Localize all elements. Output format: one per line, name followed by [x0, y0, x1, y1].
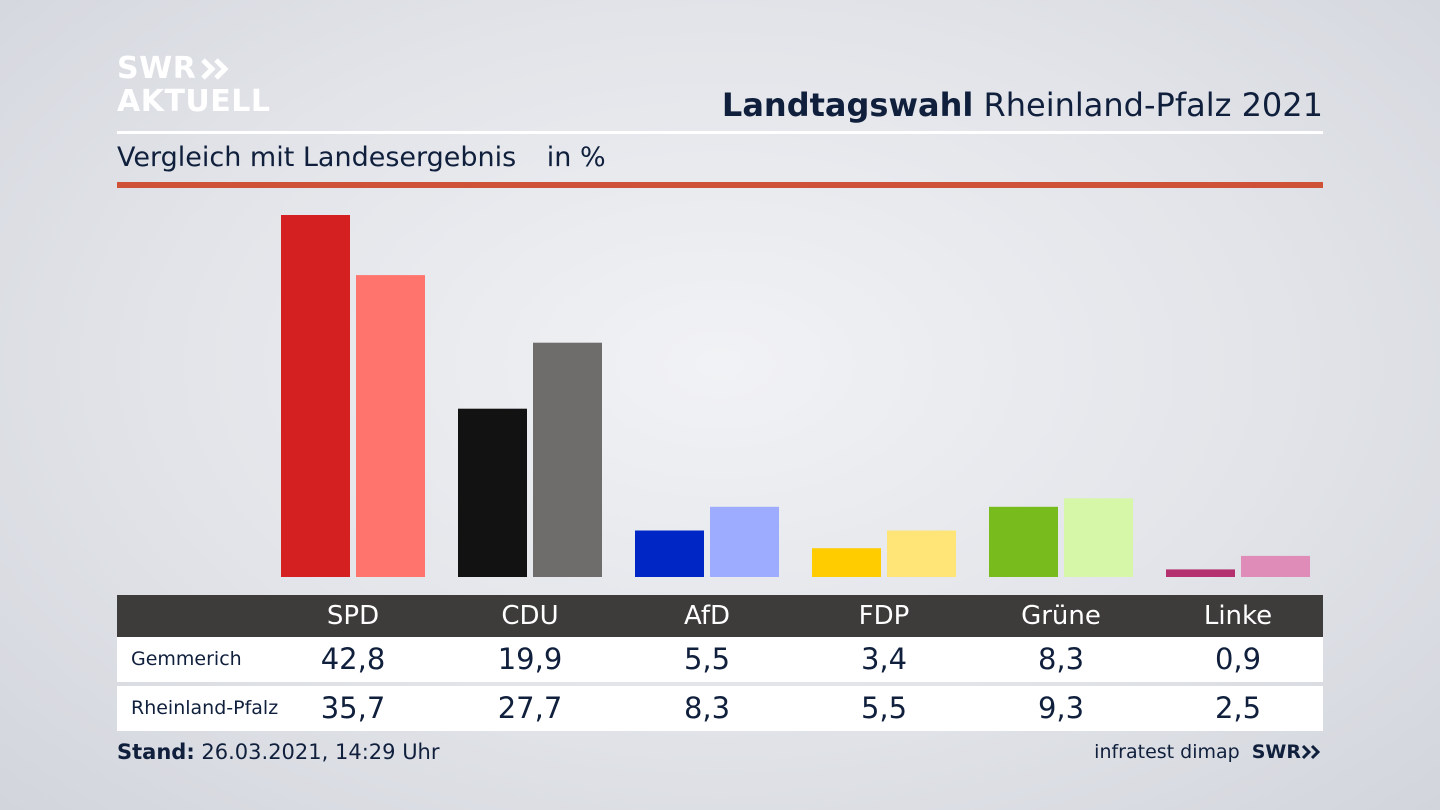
category-label-cdu: CDU	[501, 601, 559, 631]
category-label-spd: SPD	[326, 601, 380, 631]
double-chevron-right-icon	[1301, 744, 1321, 760]
bar-spd-gemmerich	[281, 215, 350, 577]
value-gruene-rheinland-pfalz: 9,3	[1037, 691, 1085, 725]
chart-subtitle: Vergleich mit Landesergebnis in %	[117, 142, 606, 173]
logo-aktuell-text: AKTUELL	[117, 84, 271, 119]
bar-cdu-rheinland-pfalz	[533, 342, 602, 577]
accent-divider	[117, 182, 1323, 188]
unit-label: in %	[546, 142, 606, 173]
timestamp: Stand: 26.03.2021, 14:29 Uhr	[117, 740, 440, 764]
double-chevron-right-icon	[200, 57, 230, 81]
stand-label: Stand:	[117, 740, 195, 764]
source-credit: infratest dimap SWR	[1094, 741, 1323, 763]
swr-logo-text: SWR	[1251, 741, 1301, 763]
logo-swr-text: SWR	[117, 51, 197, 86]
table-row-rheinland-pfalz: Rheinland-Pfalz 35,7 27,7 8,3 5,5 9,3 2,5	[117, 686, 1323, 731]
chart-title: Landtagswahl Rheinland-Pfalz 2021	[722, 86, 1323, 124]
bar-spd-rheinland-pfalz	[356, 275, 425, 577]
results-table: SPD CDU AfD FDP Grüne Linke Gemmerich 42,8 19,…	[117, 595, 1323, 731]
subtitle-text: Vergleich mit Landesergebnis	[117, 142, 517, 173]
value-linke-gemmerich: 0,9	[1214, 642, 1262, 676]
title-rest: Rheinland-Pfalz 2021	[983, 86, 1323, 124]
bar-fdp-gemmerich	[812, 548, 881, 577]
swr-aktuell-logo: SWR AKTUELL	[117, 54, 271, 117]
table-row-gemmerich: Gemmerich 42,8 19,9 5,5 3,4 8,3 0,9	[117, 637, 1323, 682]
value-fdp-rheinland-pfalz: 5,5	[860, 691, 908, 725]
value-gruene-gemmerich: 8,3	[1037, 642, 1085, 676]
bar-fdp-rheinland-pfalz	[887, 530, 956, 577]
value-linke-rheinland-pfalz: 2,5	[1214, 691, 1262, 725]
bar-gruene-rheinland-pfalz	[1064, 498, 1133, 577]
stand-value: 26.03.2021, 14:29 Uhr	[201, 740, 440, 764]
bar-linke-rheinland-pfalz	[1241, 555, 1310, 577]
title-divider	[117, 131, 1323, 134]
row-label-rheinland-pfalz: Rheinland-Pfalz	[131, 697, 279, 719]
bar-cdu-gemmerich	[458, 408, 527, 577]
value-cdu-rheinland-pfalz: 27,7	[497, 691, 563, 725]
source-text: infratest dimap	[1094, 741, 1240, 763]
table-header-row: SPD CDU AfD FDP Grüne Linke	[117, 595, 1323, 637]
category-label-gruene: Grüne	[1021, 601, 1101, 631]
value-spd-rheinland-pfalz: 35,7	[320, 691, 386, 725]
value-fdp-gemmerich: 3,4	[860, 642, 908, 676]
swr-logo-small: SWR	[1252, 741, 1323, 763]
title-bold: Landtagswahl	[721, 86, 974, 124]
value-spd-gemmerich: 42,8	[320, 642, 386, 676]
category-label-afd: AfD	[683, 601, 731, 631]
bar-afd-rheinland-pfalz	[710, 506, 779, 577]
value-afd-gemmerich: 5,5	[683, 642, 731, 676]
value-afd-rheinland-pfalz: 8,3	[683, 691, 731, 725]
category-label-fdp: FDP	[858, 601, 910, 631]
bar-gruene-gemmerich	[989, 506, 1058, 577]
bar-afd-gemmerich	[635, 530, 704, 577]
value-cdu-gemmerich: 19,9	[497, 642, 563, 676]
row-label-gemmerich: Gemmerich	[131, 648, 242, 670]
category-label-linke: Linke	[1203, 601, 1273, 631]
bar-linke-gemmerich	[1166, 569, 1235, 577]
